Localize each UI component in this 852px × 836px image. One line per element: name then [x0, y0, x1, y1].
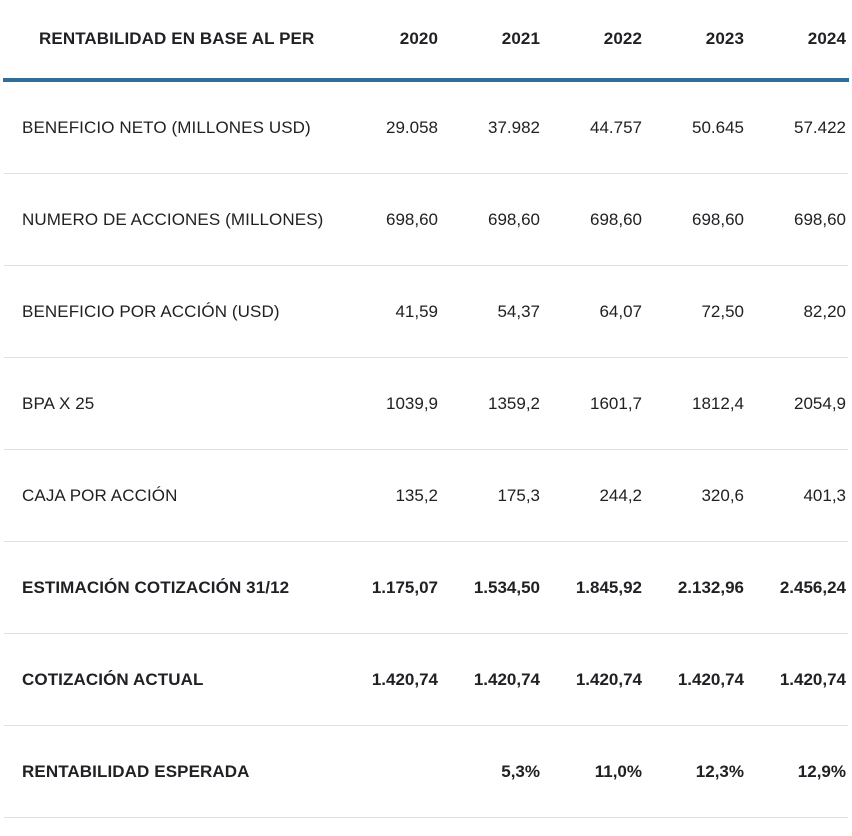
header-accent-divider	[3, 78, 849, 82]
cell-value: 2.132,96	[677, 577, 744, 597]
cell-value: 1812,4	[692, 393, 744, 413]
cell-value: 698,60	[488, 209, 540, 229]
cell-value: 401,3	[803, 485, 846, 505]
row-label: BENEFICIO NETO (MILLONES USD)	[22, 117, 311, 137]
year-column-header-2024: 2024	[807, 29, 846, 48]
cell-value: 244,2	[599, 485, 642, 505]
table-row-beneficio-neto: BENEFICIO NETO (MILLONES USD) 29.058 37.…	[4, 82, 848, 174]
cell-value: 29.058	[386, 117, 438, 137]
cell-value: 1.420,74	[779, 669, 846, 689]
row-label: NUMERO DE ACCIONES (MILLONES)	[22, 209, 324, 229]
cell-value: 1.845,92	[575, 577, 642, 597]
cell-value: 1.420,74	[473, 669, 540, 689]
cell-value: 320,6	[701, 485, 744, 505]
year-column-header-2023: 2023	[705, 29, 744, 48]
cell-value: 1.175,07	[371, 577, 438, 597]
cell-value: 2054,9	[794, 393, 846, 413]
table-row-cotizacion-actual: COTIZACIÓN ACTUAL 1.420,74 1.420,74 1.42…	[4, 634, 848, 726]
cell-value: 1601,7	[590, 393, 642, 413]
cell-value: 72,50	[701, 301, 744, 321]
cell-value: 698,60	[590, 209, 642, 229]
table-row-caja-por-accion: CAJA POR ACCIÓN 135,2 175,3 244,2 320,6 …	[4, 450, 848, 542]
cell-value: 1.534,50	[473, 577, 540, 597]
table-row-numero-acciones: NUMERO DE ACCIONES (MILLONES) 698,60 698…	[4, 174, 848, 266]
row-label: CAJA POR ACCIÓN	[22, 485, 178, 505]
cell-value: 698,60	[692, 209, 744, 229]
cell-value: 64,07	[599, 301, 642, 321]
row-label: BPA X 25	[22, 393, 95, 413]
table-row-rentabilidad-esperada: RENTABILIDAD ESPERADA 5,3% 11,0% 12,3% 1…	[4, 726, 848, 818]
cell-value: 12,9%	[797, 761, 846, 781]
cell-value: 135,2	[395, 485, 438, 505]
cell-value: 698,60	[386, 209, 438, 229]
cell-value: 82,20	[803, 301, 846, 321]
table-row-estimacion-cotizacion: ESTIMACIÓN COTIZACIÓN 31/12 1.175,07 1.5…	[4, 542, 848, 634]
cell-value: 44.757	[590, 117, 642, 137]
row-label: COTIZACIÓN ACTUAL	[22, 669, 204, 689]
row-label: BENEFICIO POR ACCIÓN (USD)	[22, 301, 280, 321]
table-header-row: RENTABILIDAD EN BASE AL PER 2020 2021 20…	[0, 0, 852, 78]
cell-value: 37.982	[488, 117, 540, 137]
cell-value: 57.422	[794, 117, 846, 137]
cell-value: 41,59	[395, 301, 438, 321]
cell-value: 12,3%	[695, 761, 744, 781]
year-column-header-2022: 2022	[603, 29, 642, 48]
row-label: ESTIMACIÓN COTIZACIÓN 31/12	[22, 577, 290, 597]
table-row-bpa-x-25: BPA X 25 1039,9 1359,2 1601,7 1812,4 205…	[4, 358, 848, 450]
cell-value: 1.420,74	[371, 669, 438, 689]
cell-value: 1039,9	[386, 393, 438, 413]
row-label: RENTABILIDAD ESPERADA	[22, 761, 250, 781]
cell-value: 698,60	[794, 209, 846, 229]
year-column-header-2020: 2020	[399, 29, 438, 48]
table-title: RENTABILIDAD EN BASE AL PER	[39, 29, 315, 48]
cell-value: 1.420,74	[677, 669, 744, 689]
cell-value: 175,3	[497, 485, 540, 505]
cell-value: 50.645	[692, 117, 744, 137]
table-row-beneficio-por-accion: BENEFICIO POR ACCIÓN (USD) 41,59 54,37 6…	[4, 266, 848, 358]
cell-value: 54,37	[497, 301, 540, 321]
cell-value: 11,0%	[594, 761, 642, 781]
cell-value: 1359,2	[488, 393, 540, 413]
cell-value: 2.456,24	[779, 577, 846, 597]
cell-value: 1.420,74	[575, 669, 642, 689]
cell-value: 5,3%	[501, 761, 540, 781]
year-column-header-2021: 2021	[501, 29, 540, 48]
